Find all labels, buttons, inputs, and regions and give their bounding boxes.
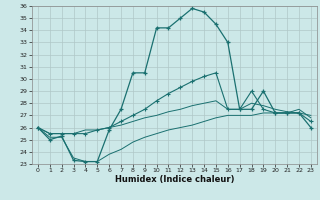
X-axis label: Humidex (Indice chaleur): Humidex (Indice chaleur)	[115, 175, 234, 184]
